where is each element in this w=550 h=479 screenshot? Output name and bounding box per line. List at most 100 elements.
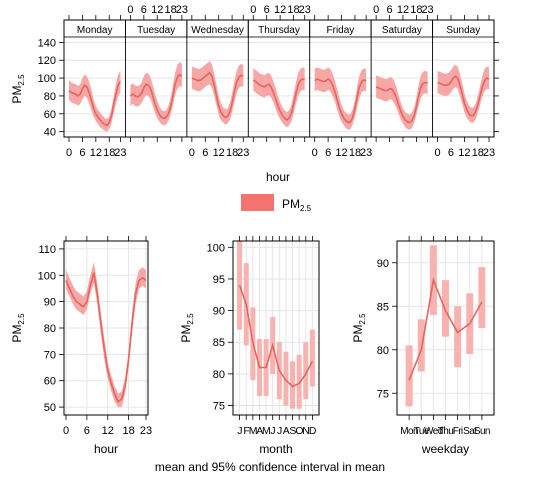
y-tick-label: 40 [44, 127, 56, 139]
mean-line-tuesday [129, 73, 183, 120]
x-tick-label: 6 [202, 147, 208, 159]
x-tick-label: 0 [435, 147, 441, 159]
strip-label-monday: Monday [77, 25, 113, 36]
weekday-strips-group: Monday Tuesday Wednesday Thursday Friday Satu… [63, 19, 495, 38]
footer-caption: mean and 95% confidence interval in mean [155, 460, 385, 474]
ci-band-friday [314, 67, 367, 130]
x-tick-label: 6 [448, 147, 454, 159]
mean-line-saturday [375, 81, 428, 124]
x-tick-label: 18 [103, 147, 115, 159]
y-tick-label: 85 [377, 301, 389, 313]
ci-bar-10 [303, 342, 309, 400]
x-tick-label: A [256, 425, 263, 437]
top-y-axis-label: PM2.5 [10, 74, 26, 104]
x-tick-label: 12 [213, 147, 225, 159]
legend: PM2.5 [241, 194, 312, 213]
panel-frame [232, 240, 320, 416]
y-tick-label: 120 [38, 55, 56, 67]
x-tick-label: 0 [127, 4, 133, 16]
strip-label-thursday: Thursday [258, 25, 300, 36]
x-tick-label: 12 [397, 4, 409, 16]
x-tick-label: 23 [114, 147, 126, 159]
ci-bar-3 [442, 280, 449, 337]
x-tick-label: 0 [189, 147, 195, 159]
y-tick-label: 80 [44, 91, 56, 103]
ci-bar-0 [405, 345, 413, 407]
y-tick-label: 80 [377, 345, 389, 357]
x-tick-label: 18 [472, 147, 484, 159]
x-tick-label: Wed [424, 426, 443, 437]
y-tick-label: 50 [44, 402, 56, 414]
x-axis-label: weekday [421, 442, 469, 456]
ci-bar-6 [478, 267, 486, 328]
strip-label-saturday: Saturday [382, 25, 422, 36]
x-tick-label: M [262, 425, 270, 437]
legend-swatch [241, 194, 274, 211]
x-tick-label: 6 [141, 4, 147, 16]
hour-weekday-panel: Monday Tuesday Wednesday Thursday Friday Satu… [10, 4, 499, 184]
legend-label: PM2.5 [282, 197, 312, 213]
strip-label-friday: Friday [327, 25, 355, 36]
x-tick-label: 23 [140, 425, 152, 437]
y-tick-label: 70 [44, 349, 56, 361]
mean-lines-group [68, 71, 490, 127]
x-tick-label: F [243, 425, 249, 437]
top-panel-frame [63, 19, 495, 138]
ci-bar-4 [454, 306, 462, 368]
y-tick-label: 60 [44, 376, 56, 388]
mean-line-wednesday [191, 71, 244, 119]
mean-line-friday [314, 77, 367, 124]
y-tick-label: 100 [207, 242, 225, 254]
x-tick-label: 23 [237, 147, 249, 159]
ci-bar-7 [283, 351, 289, 406]
x-tick-label: 18 [122, 425, 134, 437]
x-tick-label: Fri [453, 426, 463, 437]
x-tick-label: 23 [360, 147, 372, 159]
ci-band-thursday [253, 67, 305, 128]
hour-ci-band [66, 262, 146, 408]
y-axis-label: PM2.5 [179, 313, 195, 343]
x-tick-label: N [302, 425, 309, 437]
y-tick-label: 80 [44, 323, 56, 335]
ci-bar-8 [290, 361, 296, 409]
x-tick-label: 12 [274, 4, 286, 16]
x-tick-label: 0 [312, 147, 318, 159]
x-tick-label: Tue [414, 426, 430, 437]
y-tick-label: 100 [38, 73, 56, 85]
x-tick-label: 6 [386, 4, 392, 16]
x-tick-label: 12 [102, 425, 114, 437]
x-tick-label: 0 [66, 147, 72, 159]
x-tick-label: A [283, 425, 290, 437]
strip-label-sunday: Sunday [446, 25, 480, 36]
y-tick-label: 60 [44, 109, 56, 121]
hour-panel: 50 60 70 80 90 100 110 PM2.5 hour 0 6 12 18 23 [10, 236, 152, 456]
y-tick-label: 100 [38, 270, 56, 282]
y-tick-label: 140 [38, 37, 56, 49]
ci-band-saturday [376, 70, 428, 130]
ci-bar-0 [237, 241, 243, 330]
ci-band-wednesday [191, 61, 244, 125]
y-tick-label: 85 [213, 337, 225, 349]
month-mean-line [238, 285, 314, 388]
strip-label-tuesday: Tuesday [137, 25, 175, 36]
x-tick-label: 23 [421, 4, 433, 16]
x-tick-label: D [309, 425, 317, 437]
y-tick-label: 90 [213, 306, 225, 318]
x-tick-label: 18 [226, 147, 238, 159]
x-tick-label: J [277, 425, 282, 437]
x-tick-label: 18 [165, 4, 177, 16]
x-tick-label: 18 [287, 4, 299, 16]
x-axis-label: month [259, 442, 292, 456]
y-tick-label: 90 [44, 297, 56, 309]
y-axis-label: PM2.5 [10, 313, 26, 343]
x-tick-label: Mon [400, 426, 418, 437]
x-tick-label: J [270, 425, 275, 437]
x-tick-label: Thu [438, 426, 453, 437]
ci-bar-11 [309, 329, 315, 387]
x-tick-label: 23 [483, 147, 495, 159]
x-tick-label: 23 [176, 4, 188, 16]
